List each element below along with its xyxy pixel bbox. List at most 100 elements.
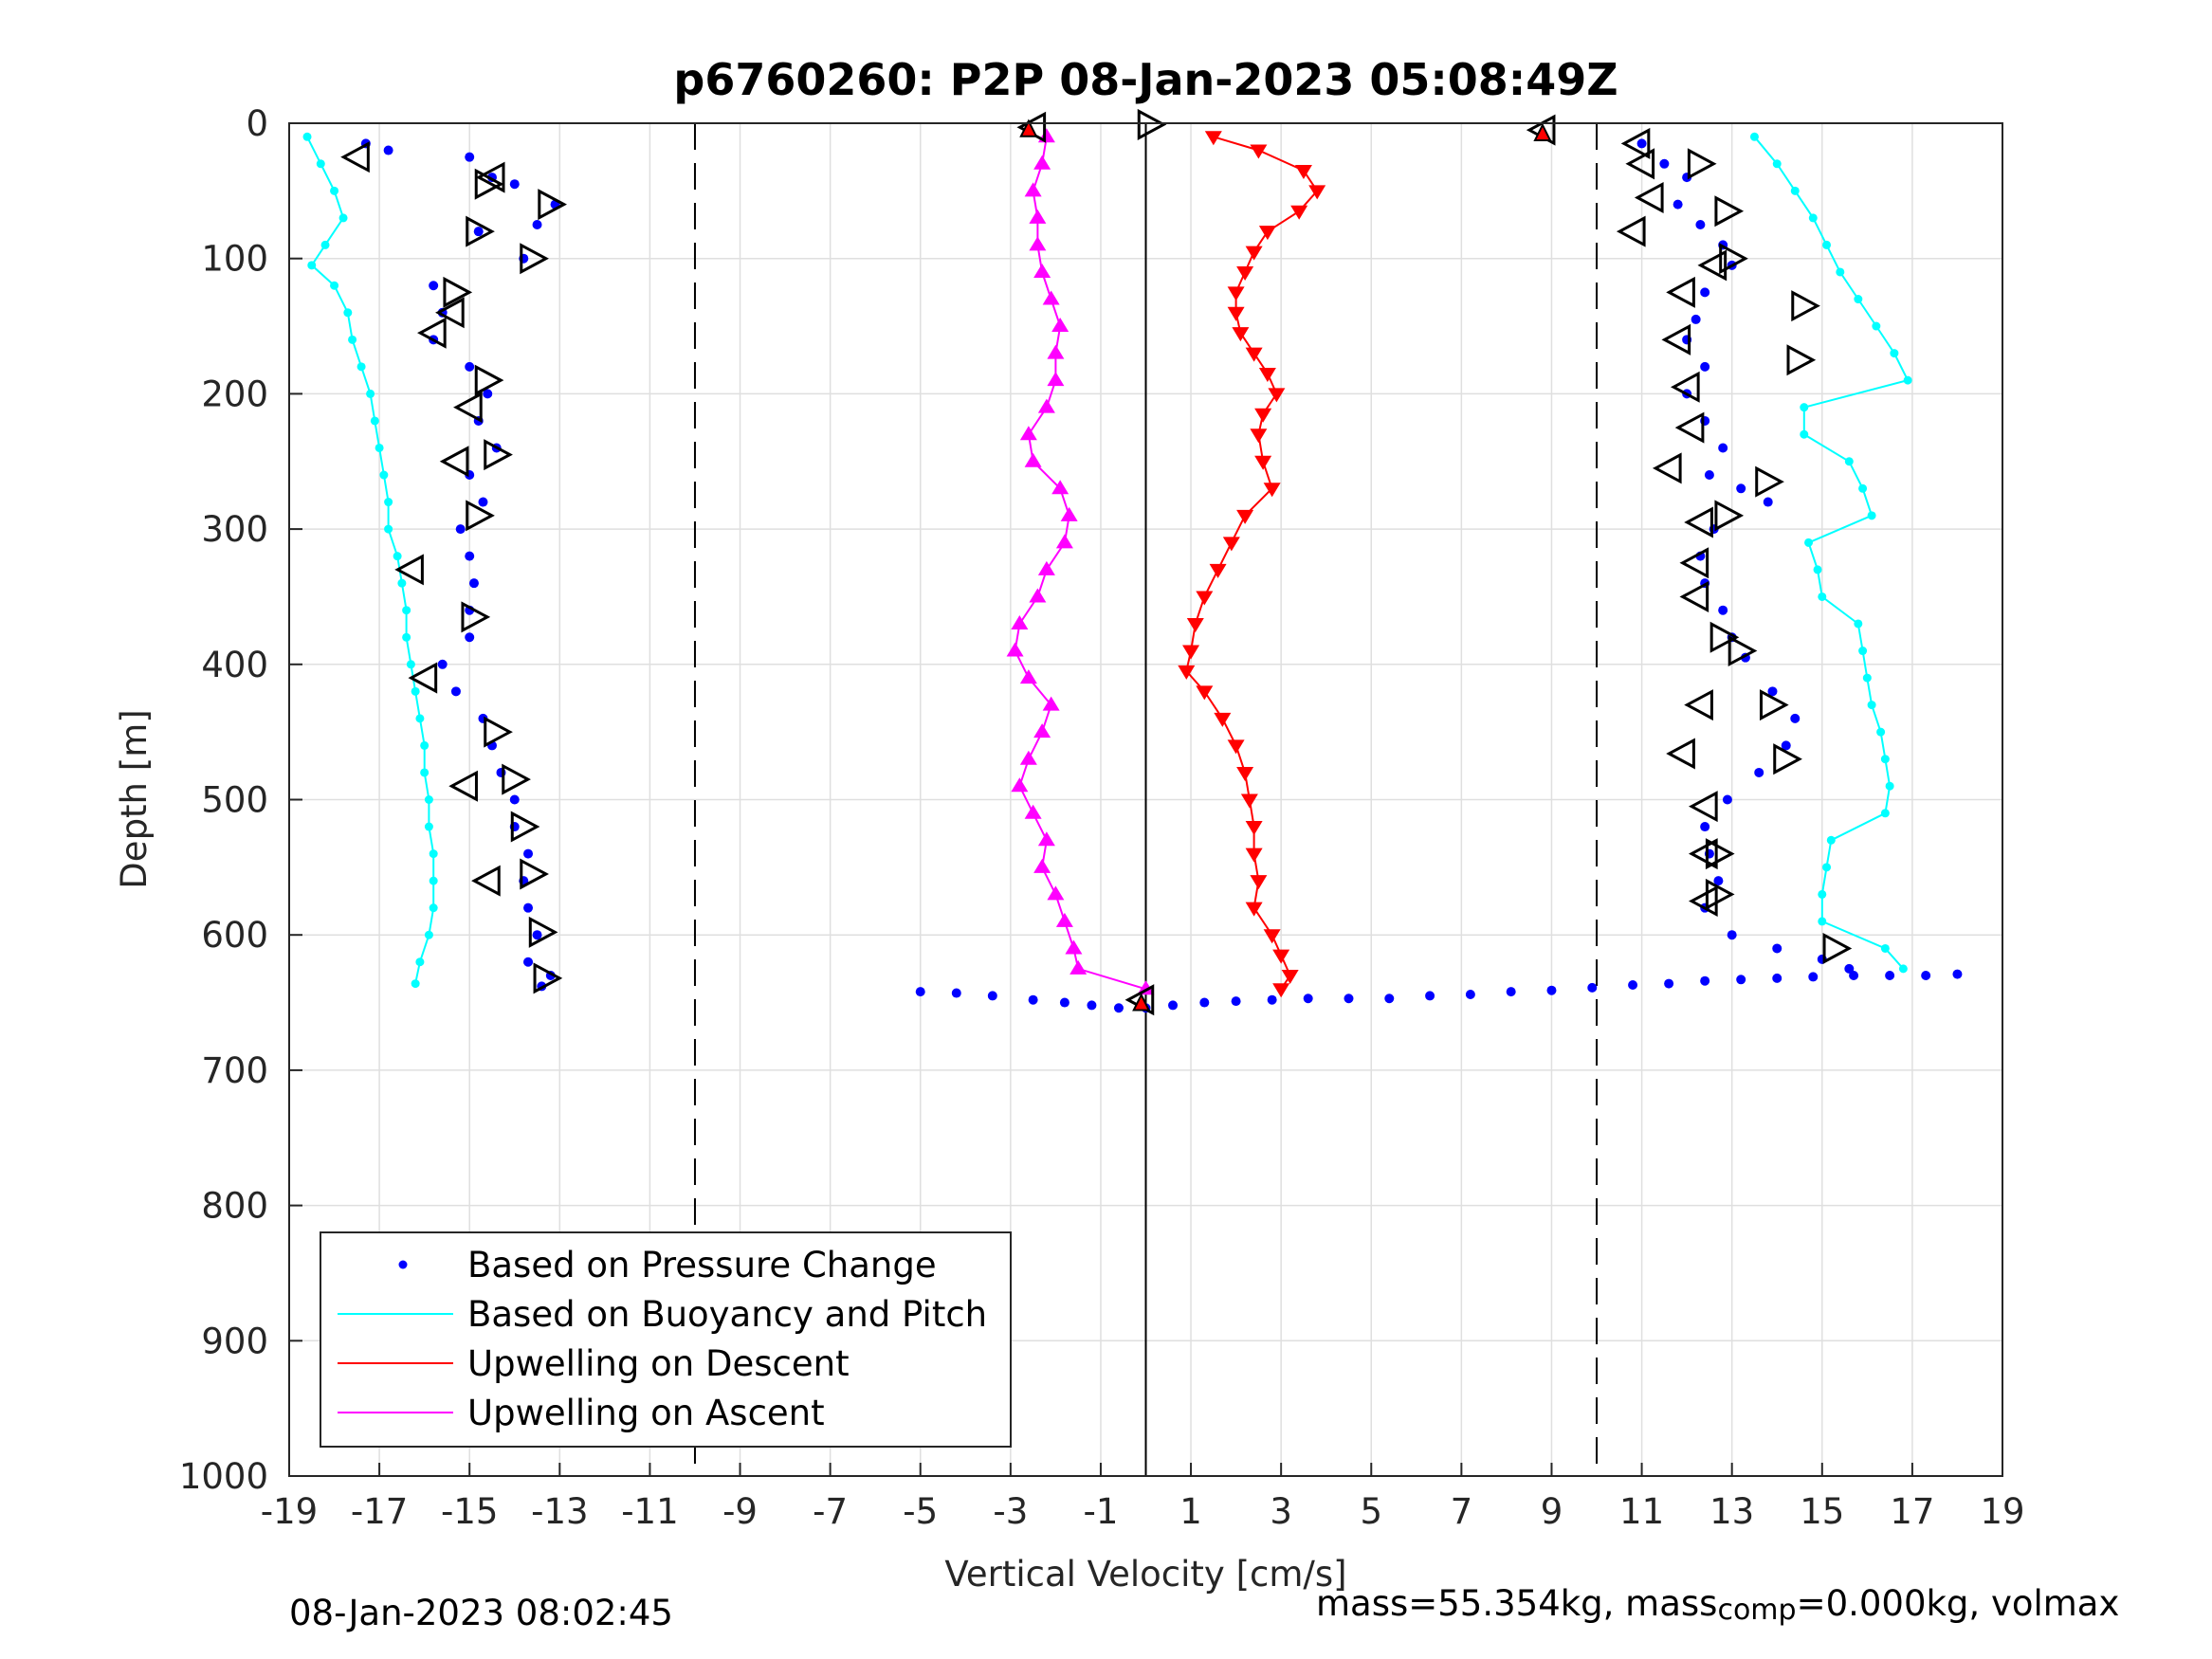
x-tick-label: -13 <box>531 1491 588 1532</box>
chart-title: p6760260: P2P 08-Jan-2023 05:08:49Z <box>673 54 1618 105</box>
x-tick-label: 1 <box>1179 1491 1202 1532</box>
ascent-point <box>1037 398 1055 413</box>
pressure-point <box>1718 605 1728 615</box>
buoyancy-point <box>420 768 430 777</box>
right-triangle-marker <box>1705 878 1735 910</box>
pressure-point <box>1722 794 1732 805</box>
right-triangle-marker <box>520 243 549 275</box>
buoyancy-point <box>1876 727 1886 737</box>
descent-point <box>1204 131 1222 146</box>
pressure-point <box>1713 876 1724 886</box>
buoyancy-point <box>1822 863 1832 872</box>
pressure-point <box>1168 1000 1179 1011</box>
buoyancy-point <box>411 686 420 696</box>
descent-point <box>1245 347 1263 362</box>
pressure-point <box>429 281 439 291</box>
descent-point <box>1196 685 1214 701</box>
descent-point <box>1178 665 1196 680</box>
pressure-point <box>1700 822 1710 832</box>
pressure-point <box>473 227 484 237</box>
legend-label: Based on Pressure Change <box>467 1245 937 1285</box>
buoyancy-point <box>1885 781 1894 791</box>
buoyancy-point <box>1854 295 1863 304</box>
mass-footer-tail: =0.000kg, volmax <box>1796 1583 2120 1624</box>
pressure-point <box>523 902 534 913</box>
buoyancy-point <box>415 714 425 723</box>
ascent-point <box>1006 642 1024 657</box>
pressure-point <box>465 361 475 372</box>
ascent-point <box>1011 777 1029 793</box>
left-triangle-marker <box>471 865 501 897</box>
ascent-point <box>1069 959 1088 975</box>
pressure-point <box>450 686 461 697</box>
left-triangle-marker <box>417 317 447 349</box>
buoyancy-point <box>393 552 402 561</box>
pressure-point <box>483 389 493 399</box>
right-triangle-marker <box>1137 108 1167 140</box>
buoyancy-point <box>307 261 317 270</box>
pressure-point <box>1736 483 1746 494</box>
pressure-point <box>437 659 448 669</box>
descent-point <box>1250 428 1268 444</box>
x-tick-label: 7 <box>1451 1491 1473 1532</box>
pressure-point <box>509 794 520 805</box>
left-triangle-marker <box>1684 506 1713 538</box>
y-tick-label: 700 <box>201 1050 268 1091</box>
descent-point <box>1214 712 1232 727</box>
pressure-point <box>987 991 997 1001</box>
buoyancy-point <box>397 578 407 588</box>
buoyancy-point <box>348 335 357 344</box>
buoyancy-point <box>1808 213 1818 223</box>
buoyancy-point <box>370 416 379 426</box>
ascent-point <box>1047 885 1065 901</box>
series-line <box>1753 136 1910 970</box>
mass-footer-text: mass=55.354kg, mass <box>1316 1583 1718 1624</box>
x-tick-label: 17 <box>1890 1491 1934 1532</box>
left-triangle-marker <box>1625 148 1655 180</box>
legend-box <box>320 1231 1012 1448</box>
series-upwelling_descent <box>1178 131 1326 998</box>
right-triangle-marker <box>1728 635 1758 667</box>
x-tick-label: 13 <box>1709 1491 1754 1532</box>
pressure-point <box>1087 1000 1097 1011</box>
pressure-point <box>1344 994 1354 1004</box>
descent-point <box>1250 144 1268 159</box>
descent-point <box>1272 983 1290 998</box>
left-triangle-marker <box>1688 838 1718 870</box>
pressure-point <box>465 632 475 643</box>
descent-point <box>1245 848 1263 863</box>
left-triangle-marker <box>1679 547 1709 579</box>
pressure-point <box>1921 971 1931 981</box>
y-tick-label: 500 <box>201 780 268 821</box>
buoyancy-point <box>1872 321 1881 331</box>
pressure-point <box>455 524 466 535</box>
buoyancy-point <box>1862 673 1872 683</box>
legend-label: Based on Buoyancy and Pitch <box>467 1294 987 1335</box>
buoyancy-point <box>1854 619 1863 629</box>
left-triangle-marker <box>394 554 424 586</box>
pressure-point <box>1664 978 1674 989</box>
x-axis-label: Vertical Velocity [cm/s] <box>944 1554 1346 1595</box>
buoyancy-point <box>420 740 430 750</box>
pressure-point <box>1267 994 1277 1005</box>
y-tick-label: 200 <box>201 374 268 414</box>
buoyancy-point <box>424 795 433 804</box>
buoyancy-point <box>402 606 411 615</box>
descent-point <box>1245 246 1263 261</box>
pressure-point <box>915 987 925 997</box>
pressure-point <box>1303 994 1313 1004</box>
pressure-point <box>1718 443 1728 453</box>
ascent-point <box>1055 534 1073 549</box>
buoyancy-point <box>316 159 325 169</box>
descent-point <box>1227 286 1245 301</box>
pressure-point <box>1199 997 1210 1008</box>
pressure-point <box>1727 930 1737 940</box>
right-triangle-marker <box>466 215 495 247</box>
buoyancy-point <box>375 443 384 452</box>
descent-point <box>1232 327 1250 342</box>
right-triangle-marker <box>474 168 504 200</box>
buoyancy-point <box>411 979 420 989</box>
y-tick-label: 1000 <box>179 1456 268 1497</box>
right-triangle-marker <box>1687 148 1717 180</box>
